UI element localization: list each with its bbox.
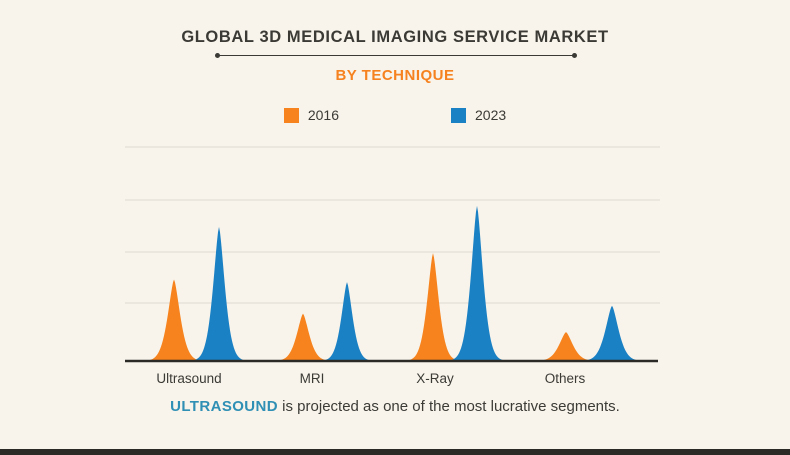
peak-ultrasound-2023	[190, 226, 248, 361]
peak-mri-2016	[272, 313, 334, 361]
footnote: ULTRASOUND is projected as one of the mo…	[0, 398, 790, 415]
peak-x-ray-2016	[404, 253, 462, 361]
peak-ultrasound-2016	[143, 279, 205, 361]
legend-item-2023: 2023	[451, 107, 506, 123]
peak-mri-2023	[319, 282, 375, 361]
legend-label-2016: 2016	[307, 107, 339, 123]
category-label-x-ray: X-Ray	[416, 371, 454, 386]
footnote-highlight: ULTRASOUND	[170, 398, 279, 415]
chart-subtitle: BY TECHNIQUE	[335, 67, 455, 84]
category-label-others: Others	[544, 371, 586, 386]
footnote-text: is projected as one of the most lucrativ…	[278, 398, 620, 415]
title-divider	[215, 52, 577, 58]
peak-others-2016	[532, 332, 600, 361]
legend-label-2023: 2023	[475, 107, 507, 123]
category-label-mri: MRI	[299, 371, 325, 386]
peak-x-ray-2023	[447, 205, 507, 361]
bottom-border	[0, 449, 790, 455]
legend-swatch-2016	[283, 107, 299, 123]
chart-legend: 2016 2023	[0, 107, 790, 123]
category-axis-labels: Ultrasound MRI X-Ray Others	[0, 371, 790, 387]
peak-others-2023	[579, 305, 645, 361]
category-label-ultrasound: Ultrasound	[156, 371, 222, 386]
legend-item-2016: 2016	[283, 107, 339, 123]
chart-title: GLOBAL 3D MEDICAL IMAGING SERVICE MARKET	[181, 28, 609, 46]
legend-swatch-2023	[451, 107, 466, 123]
